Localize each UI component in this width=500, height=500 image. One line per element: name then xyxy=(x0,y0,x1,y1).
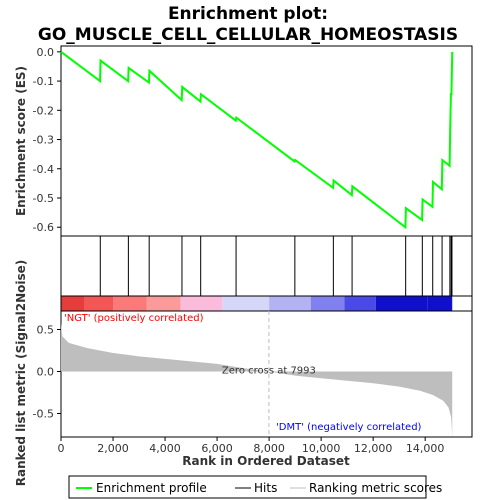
x-tick-label: 0 xyxy=(58,442,65,455)
legend-box xyxy=(68,475,427,499)
x-axis: 0 2,000 4,000 6,000 8,000 10,000 12,000 14,000 xyxy=(58,437,445,455)
es-y-tick-label: -0.3 xyxy=(33,134,54,147)
heatmap-segment xyxy=(310,296,345,311)
legend-hits-label: Hits xyxy=(254,481,277,495)
x-tick-label: 4,000 xyxy=(149,442,181,455)
metric-fill xyxy=(61,322,453,437)
heatmap-segment xyxy=(146,296,181,311)
es-axis: 0.0 -0.1 -0.2 -0.3 -0.4 -0.5 -0.6 xyxy=(33,46,61,234)
heatmap-segment xyxy=(269,296,311,311)
hits-markers xyxy=(99,236,453,296)
heatmap-segment xyxy=(222,296,270,311)
legend-profile-label: Enrichment profile xyxy=(96,481,207,495)
x-tick-label: 10,000 xyxy=(302,442,341,455)
metric-y-tick-label: 0.0 xyxy=(37,365,55,378)
heatmap-segment xyxy=(84,296,114,311)
negative-label: 'DMT' (negatively correlated) xyxy=(276,422,422,433)
heatmap-segment xyxy=(180,296,223,311)
heatmap-segment xyxy=(375,296,428,311)
x-tick-label: 8,000 xyxy=(253,442,285,455)
es-y-tick-label: -0.5 xyxy=(33,192,54,205)
zero-cross-label: Zero cross at 7993 xyxy=(222,365,316,376)
metric-area xyxy=(61,322,453,437)
metric-y-tick-label: 0.5 xyxy=(37,323,55,336)
chart-title-line1: Enrichment plot: xyxy=(168,4,328,24)
es-y-tick-label: 0.0 xyxy=(37,46,55,59)
metric-y-axis-title: Ranked list metric (Signal2Noise) xyxy=(14,260,28,487)
legend-metric-label: Ranking metric scores xyxy=(309,481,442,495)
heatmap-segment xyxy=(113,296,147,311)
hits-panel xyxy=(60,235,473,297)
x-tick-label: 2,000 xyxy=(97,442,129,455)
metric-axis: 0.5 0.0 -0.5 xyxy=(33,323,61,420)
heatmap-segment xyxy=(61,296,85,311)
es-y-tick-label: -0.1 xyxy=(33,75,54,88)
x-tick-label: 14,000 xyxy=(406,442,445,455)
es-y-axis-title: Enrichment score (ES) xyxy=(14,66,28,216)
x-tick-label: 6,000 xyxy=(201,442,233,455)
enrichment-profile-line xyxy=(60,51,454,230)
x-tick-label: 12,000 xyxy=(354,442,393,455)
x-axis-title: Rank in Ordered Dataset xyxy=(182,454,350,468)
metric-y-tick-label: -0.5 xyxy=(33,407,54,420)
heatmap-segment xyxy=(427,296,453,311)
es-y-tick-label: -0.6 xyxy=(33,221,54,234)
es-y-tick-label: -0.2 xyxy=(33,104,54,117)
chart-title-line2: GO_MUSCLE_CELL_CELLULAR_HOMEOSTASIS xyxy=(38,25,458,45)
positive-label: 'NGT' (positively correlated) xyxy=(64,313,204,324)
heatmap-segment xyxy=(344,296,376,311)
es-y-tick-label: -0.4 xyxy=(33,163,54,176)
ranking-heatmap-strip xyxy=(60,295,473,312)
